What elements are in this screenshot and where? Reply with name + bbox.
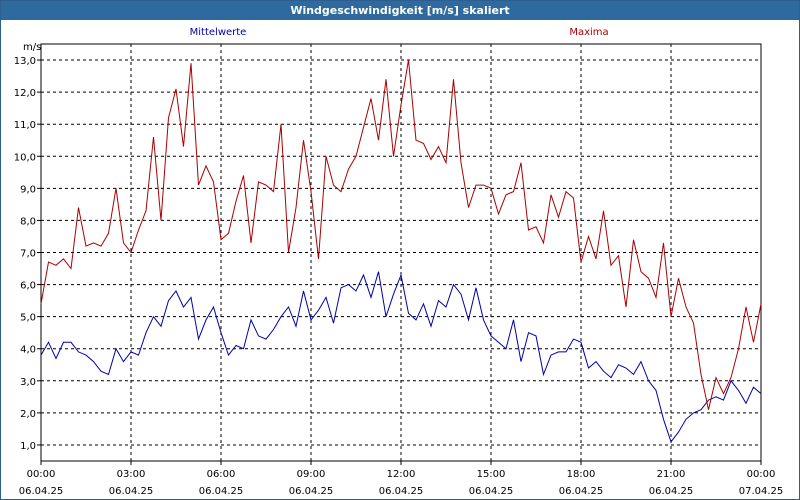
x-tick-time-label: 21:00 (657, 469, 686, 480)
x-tick-date-label: 06.04.25 (649, 486, 694, 497)
y-tick-label: 10,0 (14, 152, 36, 163)
y-tick-label: 2,0 (20, 409, 36, 420)
x-tick-date-label: 06.04.25 (199, 486, 244, 497)
x-tick-time-label: 15:00 (477, 469, 506, 480)
x-tick-time-label: 06:00 (207, 469, 236, 480)
series-line-maxima (40, 59, 762, 410)
y-tick-label: 13,0 (14, 56, 36, 67)
y-tick-label: 7,0 (20, 249, 36, 260)
x-tick-time-label: 12:00 (387, 469, 416, 480)
x-tick-date-label: 06.04.25 (469, 486, 514, 497)
x-tick-time-label: 00:00 (747, 469, 776, 480)
x-tick-time-label: 18:00 (567, 469, 596, 480)
y-tick-label: 4,0 (20, 345, 36, 356)
y-tick-label: 3,0 (20, 377, 36, 388)
window-title: Windgeschwindigkeit [m/s] skaliert (1, 1, 799, 20)
legend-mittelwerte: Mittelwerte (190, 27, 247, 38)
x-tick-time-label: 09:00 (297, 469, 326, 480)
x-tick-time-label: 00:00 (27, 469, 56, 480)
y-tick-label: 11,0 (14, 120, 36, 131)
y-axis-unit-label: m/s (23, 42, 41, 53)
x-tick-time-label: 03:00 (117, 469, 146, 480)
x-tick-date-label: 06.04.25 (379, 486, 424, 497)
legend-maxima: Maxima (569, 27, 608, 38)
y-tick-label: 1,0 (20, 441, 36, 452)
x-tick-date-label: 06.04.25 (559, 486, 604, 497)
series-line-mittelwerte (40, 271, 762, 443)
x-tick-date-label: 07.04.25 (739, 486, 784, 497)
x-tick-date-label: 06.04.25 (109, 486, 154, 497)
x-tick-date-label: 06.04.25 (19, 486, 64, 497)
y-tick-label: 5,0 (20, 313, 36, 324)
x-tick-date-label: 06.04.25 (289, 486, 334, 497)
y-tick-label: 9,0 (20, 184, 36, 195)
y-tick-label: 12,0 (14, 88, 36, 99)
y-tick-label: 8,0 (20, 216, 36, 227)
y-tick-label: 6,0 (20, 281, 36, 292)
